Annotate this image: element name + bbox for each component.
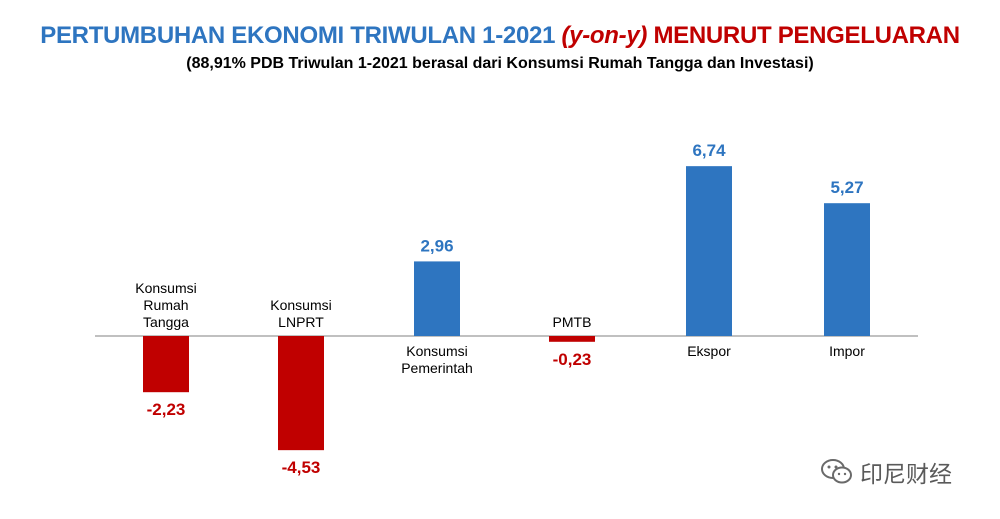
title-part-yoy: (y-on-y) [561,22,648,49]
title-part-main: PERTUMBUHAN EKONOMI TRIWULAN 1-2021 [40,22,562,49]
data-label: 5,27 [830,178,863,197]
category-label: Pemerintah [401,360,473,376]
bar [686,166,732,336]
watermark-text: 印尼财经 [860,462,952,488]
bar [278,336,324,451]
category-label: LNPRT [278,314,324,330]
bar [414,261,460,336]
wechat-icon [821,459,852,484]
data-label: -0,23 [553,350,592,369]
bar [549,336,595,342]
category-label: Ekspor [687,343,731,359]
data-label: 6,74 [692,141,726,160]
title-part-by-expenditure: MENURUT PENGELUARAN [647,22,960,49]
category-label: Tangga [143,314,189,330]
category-label: PMTB [553,314,592,330]
category-label: Rumah [143,297,188,313]
data-label: -2,23 [147,400,186,419]
chart-subtitle: (88,91% PDB Triwulan 1-2021 berasal dari… [186,55,814,72]
category-label: Impor [829,343,865,359]
bar [143,336,189,393]
category-label: Konsumsi [406,343,467,359]
bar [824,203,870,336]
watermark: 印尼财经 [820,452,980,492]
category-label: Konsumsi [135,280,196,296]
chart-title: PERTUMBUHAN EKONOMI TRIWULAN 1-2021 (y-o… [0,22,1000,50]
data-label: -4,53 [282,458,321,477]
data-label: 2,96 [420,236,453,255]
category-label: Konsumsi [270,297,331,313]
